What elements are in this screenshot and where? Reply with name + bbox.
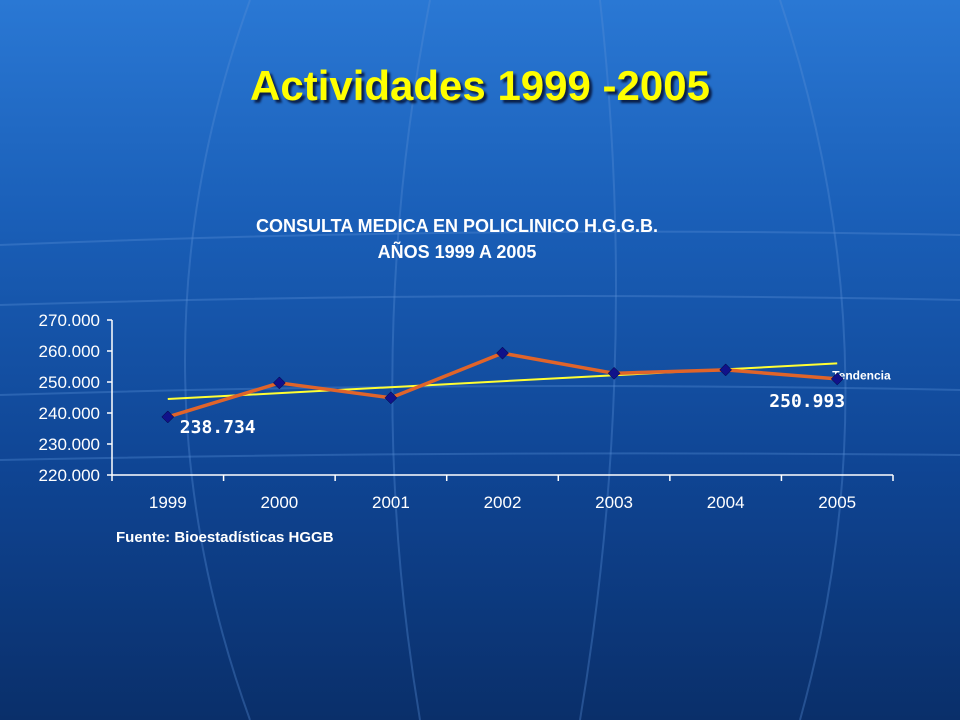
- y-tick-label: 250.000: [39, 373, 100, 392]
- x-axis: 1999 2000 2001 2002 2003 2004 2005: [111, 474, 894, 512]
- trendline-line: [167, 362, 838, 401]
- data-label: 238.734: [180, 417, 256, 438]
- series: [161, 346, 844, 424]
- data-point: [607, 366, 621, 380]
- y-tick-label: 270.000: [39, 311, 100, 330]
- y-tick-label: 230.000: [39, 435, 100, 454]
- data-point: [161, 410, 175, 424]
- x-tick-label: 2000: [260, 493, 298, 512]
- data-point: [273, 376, 286, 390]
- x-tick-label: 2005: [818, 493, 856, 512]
- trendline-label: Tendencia: [832, 368, 891, 382]
- x-tick-label: 2001: [372, 493, 410, 512]
- chart-title-line: CONSULTA MEDICA EN POLICLINICO H.G.G.B.: [256, 216, 658, 236]
- chart-title: CONSULTA MEDICA EN POLICLINICO H.G.G.B. A…: [256, 216, 658, 262]
- y-tick-label: 240.000: [39, 404, 100, 423]
- y-tick-label: 260.000: [39, 342, 100, 361]
- x-tick-label: 2004: [707, 493, 745, 512]
- x-tick-label: 2002: [484, 493, 522, 512]
- x-tick-label: 2003: [595, 493, 633, 512]
- x-tick-label: 1999: [149, 493, 187, 512]
- data-labels: 238.734 250.993: [180, 391, 845, 438]
- slide-title: Actividades 1999 -2005: [250, 62, 710, 109]
- data-point: [719, 363, 732, 377]
- y-axis: 220.000 230.000 240.000 250.000 260.000 270.0…: [39, 311, 113, 485]
- data-point: [496, 346, 509, 360]
- chart-title-line: AÑOS 1999 A 2005: [378, 241, 537, 262]
- data-point: [830, 372, 844, 386]
- source-note: Fuente: Bioestadísticas HGGB: [116, 529, 334, 546]
- data-point: [384, 391, 398, 405]
- y-tick-label: 220.000: [39, 466, 100, 485]
- data-label: 250.993: [769, 391, 845, 412]
- series-line: [167, 351, 838, 419]
